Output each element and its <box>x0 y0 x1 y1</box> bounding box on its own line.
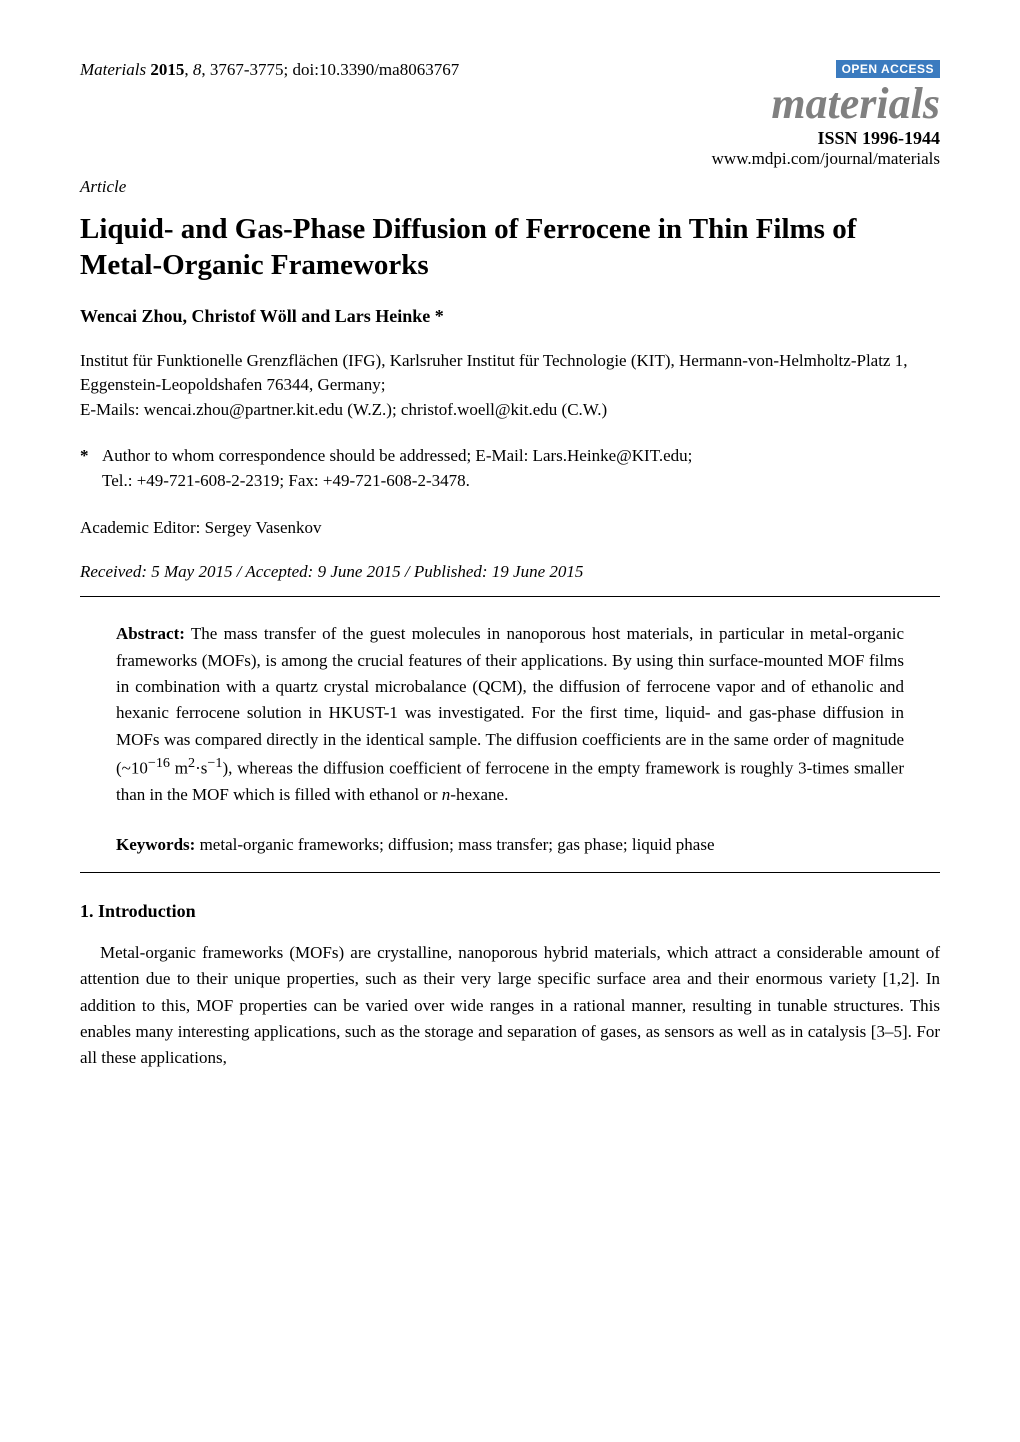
section-1-heading: 1. Introduction <box>80 901 940 922</box>
journal-name: Materials <box>80 60 146 79</box>
journal-logo: materials <box>712 82 940 126</box>
article-type: Article <box>80 177 940 197</box>
article-title: Liquid- and Gas-Phase Diffusion of Ferro… <box>80 211 940 284</box>
open-access-badge: OPEN ACCESS <box>836 60 940 78</box>
doi: doi:10.3390/ma8063767 <box>293 60 460 79</box>
abstract-p3: -hexane. <box>450 785 508 804</box>
citation: Materials 2015, 8, 3767-3775; doi:10.339… <box>80 60 459 80</box>
correspondence-line2: Tel.: +49-721-608-2-2319; Fax: +49-721-6… <box>102 471 470 490</box>
author-emails: E-Mails: wencai.zhou@partner.kit.edu (W.… <box>80 400 607 419</box>
abstract-text: Abstract: The mass transfer of the guest… <box>116 621 904 808</box>
issn: ISSN 1996-1944 <box>712 128 940 149</box>
year: 2015 <box>150 60 184 79</box>
journal-url: www.mdpi.com/journal/materials <box>712 149 940 169</box>
abstract-sup3: −1 <box>207 755 222 771</box>
keywords-text: metal-organic frameworks; diffusion; mas… <box>195 835 714 854</box>
abstract-p1: The mass transfer of the guest molecules… <box>116 624 904 777</box>
pages: 3767-3775 <box>210 60 284 79</box>
correspondence-body: Author to whom correspondence should be … <box>102 444 940 493</box>
academic-editor: Academic Editor: Sergey Vasenkov <box>80 516 940 541</box>
correspondence: * Author to whom correspondence should b… <box>80 444 940 493</box>
keywords-label: Keywords: <box>116 835 195 854</box>
dates: Received: 5 May 2015 / Accepted: 9 June … <box>80 562 940 582</box>
divider-bottom <box>80 872 940 873</box>
journal-block: OPEN ACCESS materials ISSN 1996-1944 www… <box>712 60 940 169</box>
correspondence-line1: Author to whom correspondence should be … <box>102 446 692 465</box>
abstract-mid1: m <box>170 759 188 778</box>
corresponding-star: * <box>80 444 102 493</box>
affiliation: Institut für Funktionelle Grenzflächen (… <box>80 349 940 423</box>
abstract-mid2: ·s <box>195 759 207 778</box>
abstract: Abstract: The mass transfer of the guest… <box>116 621 904 808</box>
abstract-p2: ), whereas the diffusion coefficient of … <box>116 759 904 804</box>
abstract-label: Abstract: <box>116 624 185 643</box>
abstract-sup1: −16 <box>148 755 170 771</box>
section-1-para-1: Metal-organic frameworks (MOFs) are crys… <box>80 940 940 1072</box>
header: Materials 2015, 8, 3767-3775; doi:10.339… <box>80 60 940 169</box>
affiliation-text: Institut für Funktionelle Grenzflächen (… <box>80 351 907 395</box>
authors: Wencai Zhou, Christof Wöll and Lars Hein… <box>80 306 940 327</box>
divider-top <box>80 596 940 597</box>
keywords: Keywords: metal-organic frameworks; diff… <box>116 832 904 858</box>
